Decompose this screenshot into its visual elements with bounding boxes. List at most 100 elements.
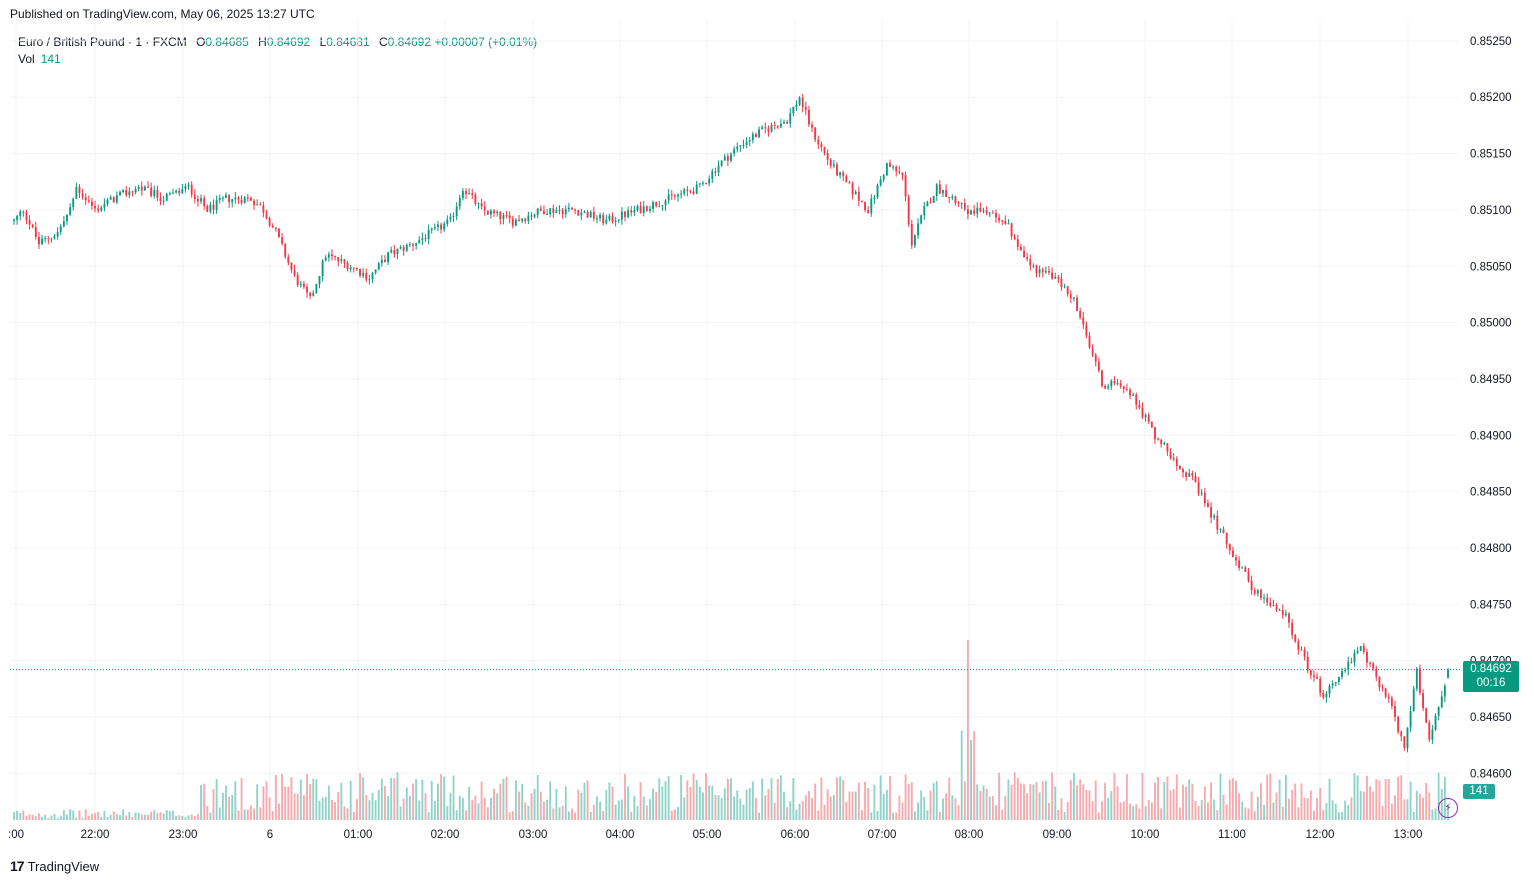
volume-bar bbox=[1194, 800, 1197, 820]
candle-body bbox=[1085, 324, 1088, 336]
candle-body bbox=[315, 284, 318, 293]
time-tick-label: 01:00 bbox=[344, 829, 373, 841]
candle-body bbox=[979, 207, 982, 212]
volume-bar bbox=[1334, 803, 1337, 820]
volume-bar bbox=[1278, 779, 1281, 820]
candle-body bbox=[1353, 652, 1356, 663]
tradingview-brand[interactable]: 17 TradingView bbox=[10, 858, 99, 874]
candle-body bbox=[655, 202, 658, 207]
candle-body bbox=[917, 223, 919, 236]
volume-bar bbox=[1051, 772, 1054, 820]
candle-body bbox=[346, 262, 349, 270]
candle-body bbox=[1300, 649, 1303, 651]
candle-body bbox=[1316, 676, 1319, 679]
candle-body bbox=[1278, 609, 1281, 611]
candle-body bbox=[1188, 473, 1191, 477]
volume-bar bbox=[1375, 779, 1378, 820]
candle-body bbox=[804, 106, 807, 110]
candle-body bbox=[783, 121, 785, 124]
candle-body bbox=[128, 191, 131, 196]
volume-label[interactable]: Vol bbox=[18, 52, 35, 66]
candle-body bbox=[627, 210, 630, 218]
volume-bar bbox=[1284, 774, 1287, 820]
candle-body bbox=[184, 186, 187, 190]
volume-bar bbox=[1007, 779, 1010, 820]
candle-body bbox=[299, 283, 302, 286]
volume-bar bbox=[1197, 806, 1200, 820]
volume-bar bbox=[1281, 806, 1284, 820]
candle-body bbox=[486, 210, 489, 215]
candle-body bbox=[193, 194, 196, 200]
volume-bar bbox=[973, 731, 976, 820]
volume-bar bbox=[711, 786, 714, 820]
candle-body bbox=[1088, 335, 1091, 348]
candle-body bbox=[1419, 668, 1421, 694]
price-tick-label: 0.85000 bbox=[1470, 318, 1512, 330]
candle-body bbox=[203, 198, 206, 206]
candle-body bbox=[982, 210, 985, 212]
time-tick-label: 10:00 bbox=[1131, 829, 1160, 841]
volume-bar bbox=[1035, 781, 1038, 820]
candle-body bbox=[1375, 668, 1378, 677]
candle-body bbox=[832, 164, 835, 167]
candle-body bbox=[1222, 529, 1225, 533]
candle-body bbox=[137, 186, 140, 189]
candle-body bbox=[1029, 259, 1032, 266]
volume-bar bbox=[1216, 810, 1219, 820]
volume-bar bbox=[1150, 802, 1153, 820]
volume-bar bbox=[801, 801, 804, 820]
symbol-title[interactable]: Euro / British Pound · 1 · FXCM bbox=[18, 35, 187, 49]
volume-bar bbox=[62, 810, 65, 820]
candle-body bbox=[1328, 685, 1331, 694]
published-note: Published on TradingView.com, May 06, 20… bbox=[10, 7, 315, 21]
candle-body bbox=[564, 209, 567, 214]
volume-bar bbox=[156, 813, 159, 820]
volume-bar bbox=[879, 775, 882, 820]
volume-bar bbox=[1116, 786, 1119, 820]
candle-body bbox=[1138, 404, 1141, 408]
time-tick-label: 07:00 bbox=[868, 829, 897, 841]
candle-body bbox=[991, 212, 994, 214]
volume-bar bbox=[1434, 808, 1437, 820]
volume-bar bbox=[730, 778, 732, 820]
candle-body bbox=[960, 203, 963, 205]
candle-body bbox=[661, 205, 664, 207]
candle-body bbox=[985, 210, 988, 214]
volume-bar bbox=[695, 779, 698, 820]
volume-bar bbox=[776, 779, 779, 820]
candle-body bbox=[920, 215, 923, 224]
volume-bar bbox=[913, 811, 916, 820]
candle-body bbox=[932, 195, 935, 203]
candle-body bbox=[942, 189, 944, 194]
volume-bar bbox=[1163, 781, 1166, 820]
volume-bar bbox=[901, 802, 904, 820]
candle-body bbox=[1125, 388, 1128, 390]
volume-bar bbox=[430, 781, 433, 820]
candle-body bbox=[1269, 602, 1272, 606]
candle-body bbox=[823, 147, 826, 154]
volume-bar bbox=[1412, 811, 1415, 820]
candle-body bbox=[246, 197, 249, 199]
candle-body bbox=[87, 200, 90, 202]
time-tick-label: 22:00 bbox=[81, 829, 110, 841]
volume-bar bbox=[461, 798, 464, 820]
volume-bar bbox=[804, 795, 807, 820]
volume-bar bbox=[1063, 812, 1066, 820]
volume-bar bbox=[249, 805, 252, 820]
volume-bar bbox=[583, 782, 586, 820]
candle-body bbox=[1041, 269, 1044, 273]
candle-body bbox=[1157, 439, 1160, 441]
volume-bar bbox=[1331, 800, 1334, 820]
volume-bar bbox=[340, 782, 343, 820]
candle-body bbox=[212, 204, 215, 210]
volume-bar bbox=[1094, 780, 1097, 820]
volume-bar bbox=[1415, 790, 1418, 820]
candle-body bbox=[708, 178, 711, 184]
candle-body bbox=[1378, 676, 1381, 688]
volume-bar bbox=[352, 812, 355, 820]
candle-body bbox=[327, 254, 330, 258]
candle-body bbox=[1141, 407, 1144, 418]
candle-body bbox=[963, 203, 966, 210]
lightning-icon[interactable]: ⚡ bbox=[1438, 798, 1458, 818]
